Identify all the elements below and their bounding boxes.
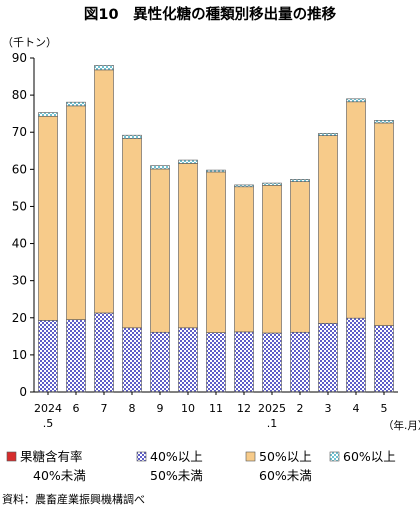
bar-segment-4 (346, 98, 366, 103)
bar-segment-2 (122, 327, 142, 392)
bar-segment-4 (374, 120, 394, 124)
y-tick-label: 50 (12, 199, 27, 213)
bar-segment-3 (318, 135, 338, 324)
chart-title: 図10 異性化糖の種類別移出量の推移 (84, 5, 337, 23)
bar-segment-4 (66, 101, 86, 107)
bar-segment-3 (94, 69, 114, 314)
x-tick-label: 2024 (34, 402, 62, 415)
bar-segment-3 (38, 115, 58, 321)
bar-segment-3 (290, 181, 310, 333)
x-tick-label: 5 (381, 402, 388, 415)
y-tick-label: 70 (12, 125, 27, 139)
bar-segment-2 (66, 319, 86, 392)
x-tick-label: 8 (129, 402, 136, 415)
bar-segment-4 (150, 165, 170, 170)
bar-segment-3 (206, 171, 226, 333)
legend-label: 60%未満 (259, 468, 312, 483)
x-tick-label: 9 (157, 402, 164, 415)
legend-label: 40%未満 (33, 468, 86, 483)
bar-segment-2 (374, 325, 394, 392)
x-tick-label: 10 (181, 402, 195, 415)
legend-label: 50%以上 (259, 449, 312, 464)
bar-segment-4 (122, 134, 142, 139)
bar-segment-4 (178, 159, 198, 164)
bar-segment-2 (290, 331, 310, 392)
legend-swatch-4 (329, 451, 340, 462)
plot-area: 0 10 20 30 40 50 60 70 80 90 2024 .5 6 7 8 9 10 11 12 2025.… (12, 51, 398, 430)
x-tick-label: .5 (43, 417, 54, 430)
x-tick-label: 3 (325, 402, 332, 415)
bar-segment-4 (234, 184, 254, 188)
legend: 果糖含有率 40%未満 40%以上 50%未満 50%以上 60%未満 60%以上 (6, 449, 396, 483)
y-tick-label: 80 (12, 88, 27, 102)
bar-segment-3 (374, 122, 394, 326)
legend-label: 40%以上 (150, 449, 203, 464)
legend-label: 果糖含有率 (20, 449, 83, 464)
y-tick-label: 30 (12, 274, 27, 288)
bar-segment-4 (38, 112, 58, 117)
bar-segment-2 (262, 332, 282, 392)
y-tick-label: 0 (19, 385, 27, 399)
bar-segment-3 (234, 186, 254, 333)
bar-segment-4 (290, 179, 310, 182)
bar-segment-2 (38, 320, 58, 392)
legend-swatch-3 (245, 451, 256, 462)
y-axis-unit: （千トン） (2, 36, 57, 49)
legend-label: 50%未満 (150, 468, 203, 483)
source-note: 資料：農畜産業振興機構調べ (2, 492, 145, 506)
bar-segment-2 (94, 312, 114, 392)
x-tick-label: 4 (353, 402, 360, 415)
bar-segment-4 (206, 169, 226, 173)
bar-segment-2 (150, 331, 170, 392)
x-tick-label: 11 (209, 402, 223, 415)
bar-segment-3 (178, 163, 198, 329)
x-tick-label: .1 (267, 417, 278, 430)
legend-label: 60%以上 (343, 449, 396, 464)
y-tick-label: 10 (12, 348, 27, 362)
bar-segment-2 (318, 323, 338, 392)
x-tick-label: 12 (237, 402, 251, 415)
bar-segment-2 (206, 332, 226, 392)
bar-segment-3 (346, 101, 366, 319)
bar-segment-3 (66, 105, 86, 320)
bar-segment-4 (94, 65, 114, 71)
x-axis-unit: （年.月） (383, 419, 420, 432)
y-tick-label: 60 (12, 162, 27, 176)
y-tick-label: 40 (12, 237, 27, 251)
bar-segment-4 (318, 133, 338, 136)
x-tick-label: 6 (73, 402, 80, 415)
x-tick-label: 2 (297, 402, 304, 415)
bar-segment-3 (262, 184, 282, 334)
legend-swatch-1 (6, 451, 17, 462)
y-tick-label: 90 (12, 51, 27, 65)
x-tick-label: 7 (101, 402, 108, 415)
y-tick-label: 20 (12, 311, 27, 325)
bar-segment-3 (150, 168, 170, 333)
bar-segment-3 (122, 138, 142, 329)
legend-swatch-2 (136, 451, 147, 462)
bar-segment-2 (234, 331, 254, 392)
bar-segment-2 (178, 327, 198, 392)
bar-segment-4 (262, 182, 282, 186)
bar-segment-2 (346, 317, 366, 392)
x-tick-label: 2025 (258, 402, 286, 415)
